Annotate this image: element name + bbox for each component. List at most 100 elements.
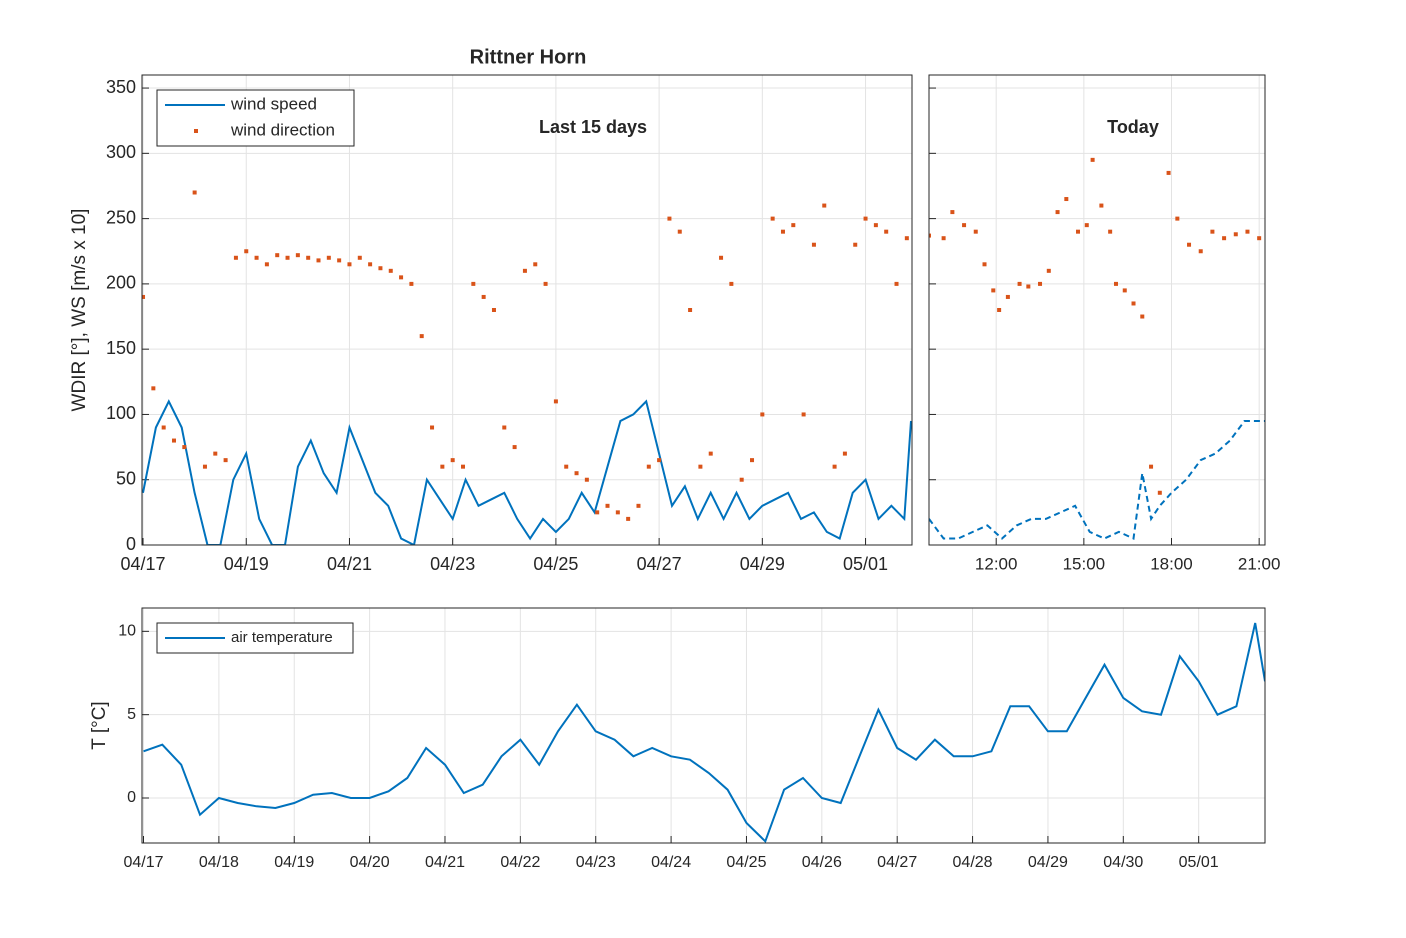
y-axis-label: WDIR [°], WS [m/s x 10]	[69, 209, 90, 412]
line-series	[143, 622, 1265, 843]
wind-direction-point	[357, 255, 362, 260]
wind-direction-point	[399, 275, 404, 280]
wind-direction-point	[822, 203, 827, 208]
x-tick-label: 04/19	[274, 854, 314, 871]
wind-direction-point	[202, 464, 207, 469]
wind-direction-point	[973, 229, 978, 234]
wind-direction-point	[729, 281, 734, 286]
x-tick-label: 04/26	[802, 854, 842, 871]
wind-direction-point	[533, 262, 538, 267]
wind-direction-point	[873, 223, 878, 228]
wind-direction-point	[750, 458, 755, 463]
wind-direction-point	[337, 258, 342, 263]
y-tick-label: 10	[118, 623, 136, 640]
wind-direction-point	[347, 262, 352, 267]
wind-direction-point	[574, 471, 579, 476]
wind-direction-point	[832, 464, 837, 469]
x-tick-label: 04/24	[651, 854, 691, 871]
line-series	[929, 420, 1265, 540]
y-tick-label: 100	[106, 403, 136, 423]
legend-label: wind direction	[230, 120, 335, 139]
wind-direction-point	[708, 451, 713, 456]
wind-direction-point	[997, 308, 1002, 312]
x-tick-label: 04/17	[121, 554, 166, 574]
wind-direction-point	[1222, 236, 1227, 241]
wind-direction-point	[801, 412, 806, 417]
wind-direction-point	[450, 458, 455, 463]
wind-direction-point	[584, 477, 589, 482]
x-tick-label: 04/22	[500, 854, 540, 871]
x-tick-label: 12:00	[975, 554, 1018, 573]
wind-direction-point	[605, 503, 610, 508]
x-tick-label: 04/18	[199, 854, 239, 871]
wind-direction-point	[306, 255, 311, 260]
axes-box	[928, 74, 1266, 546]
wind-direction-point	[1113, 281, 1118, 286]
wind-direction-point	[254, 255, 259, 260]
wind-direction-point	[1233, 232, 1238, 237]
wind-direction-point	[564, 464, 569, 469]
wind-direction-point	[626, 516, 631, 521]
wind-direction-point	[791, 223, 796, 228]
wind-direction-point	[853, 242, 858, 247]
wind-direction-point	[409, 281, 414, 286]
wind-direction-point	[1175, 216, 1180, 221]
wind-direction-point	[1245, 229, 1250, 234]
y-tick-label: 0	[126, 534, 136, 554]
panel-label: Today	[1107, 117, 1159, 137]
y-tick-label: 350	[106, 77, 136, 97]
wind-direction-point	[142, 294, 146, 299]
wind-direction-point	[543, 281, 548, 286]
legend-box	[156, 89, 355, 147]
x-tick-label: 04/20	[350, 854, 390, 871]
y-axis-label: T [°C]	[89, 701, 110, 749]
legend-marker	[194, 129, 198, 133]
y-tick-label: 50	[116, 468, 136, 488]
wind-direction-point	[646, 464, 651, 469]
figure-title: Rittner Horn	[470, 46, 587, 68]
wind-direction-point	[1038, 281, 1043, 286]
wind-direction-point	[502, 425, 507, 430]
wind-direction-point	[244, 249, 249, 254]
wind-direction-point	[1064, 197, 1069, 202]
wind-direction-point	[419, 334, 424, 339]
wind-direction-point	[811, 242, 816, 247]
x-tick-label: 04/28	[953, 854, 993, 871]
wind-direction-point	[285, 255, 290, 260]
wind-direction-point	[982, 262, 987, 267]
axes-box	[141, 74, 913, 546]
wind-direction-point	[1026, 284, 1031, 289]
wind-direction-point	[739, 477, 744, 482]
wind-direction-point	[1099, 203, 1104, 208]
wind-direction-point	[316, 258, 321, 263]
x-tick-label: 04/27	[637, 554, 682, 574]
wind-direction-point	[904, 236, 909, 241]
y-tick-label: 300	[106, 142, 136, 162]
x-tick-label: 04/29	[1028, 854, 1068, 871]
plot-area	[929, 75, 1265, 545]
wind-direction-point	[481, 294, 486, 299]
x-tick-label: 04/29	[740, 554, 785, 574]
wind-direction-point	[388, 268, 393, 273]
wind-direction-point	[657, 458, 662, 463]
wind-direction-point	[1005, 294, 1010, 299]
wind-direction-point	[1017, 281, 1022, 286]
x-tick-label: 05/01	[843, 554, 888, 574]
wind-direction-point	[760, 412, 765, 417]
panel-label: Last 15 days	[539, 117, 647, 137]
wind-direction-point	[770, 216, 775, 221]
x-tick-label: 04/25	[726, 854, 766, 871]
legend-label: wind speed	[230, 94, 317, 113]
x-tick-label: 04/21	[327, 554, 372, 574]
wind-direction-point	[461, 464, 466, 469]
wind-direction-point	[161, 425, 166, 430]
wind-direction-point	[842, 451, 847, 456]
wind-direction-point	[894, 281, 899, 286]
line-series	[142, 399, 912, 545]
wind-direction-point	[1210, 229, 1215, 234]
wind-direction-point	[884, 229, 889, 234]
y-tick-label: 200	[106, 273, 136, 293]
wind-direction-point	[1108, 229, 1113, 234]
wind-direction-point	[1140, 314, 1145, 319]
wind-direction-point	[929, 233, 931, 238]
